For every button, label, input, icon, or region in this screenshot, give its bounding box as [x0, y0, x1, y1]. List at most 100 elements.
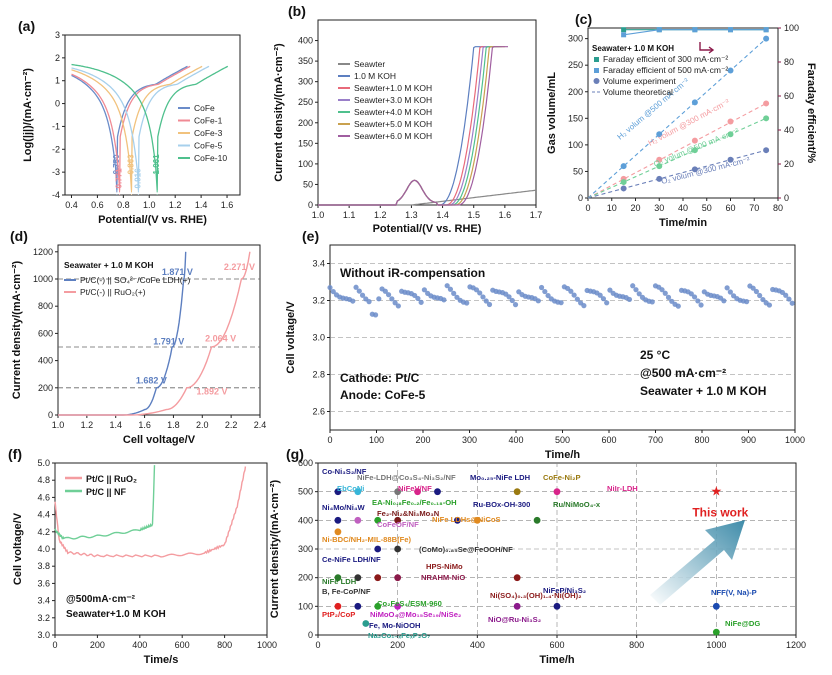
panel-label: (b)	[288, 3, 306, 19]
y-tick-label: 0	[308, 200, 313, 210]
y-axis-label: Cell voltage/V	[285, 301, 297, 374]
faraday-marker	[656, 27, 662, 33]
x-tick-label: 100	[369, 435, 384, 445]
ecorr-label: 0.863	[127, 154, 136, 175]
legend-entry: Pt/C(-) || RuO₂(+)	[80, 287, 146, 297]
stability-point	[480, 294, 486, 300]
benchmark-point	[553, 602, 561, 610]
benchmark-point	[513, 574, 521, 582]
y-tick-label: 300	[298, 77, 313, 87]
benchmark-label: Fe, Mo-NiOOH	[369, 621, 420, 630]
ecorr-label: 0.750	[112, 154, 121, 175]
y-tick-label: 800	[38, 301, 53, 311]
stability-point	[636, 291, 642, 297]
x-tick-label: 1000	[785, 435, 805, 445]
y-tick-label: 150	[298, 138, 313, 148]
stability-point	[724, 285, 730, 291]
y-axis-label: Gas volume/mL	[546, 72, 558, 154]
voltage-annotation: 1.682 V	[136, 376, 167, 386]
benchmark-label: NiIr-LDH	[607, 484, 638, 493]
x-tick-label: 2.2	[225, 420, 238, 430]
x-axis-label: Time/min	[659, 217, 707, 229]
polarization-curve	[58, 251, 187, 416]
voltage-annotation: 1.871 V	[162, 267, 193, 277]
stability-point	[535, 298, 541, 304]
y-tick-label: 5.0	[37, 458, 50, 468]
x-axis-label: Cell voltage/V	[123, 434, 196, 446]
y-tick-label: -3	[52, 167, 60, 177]
trend-arrow	[650, 520, 745, 605]
benchmark-point	[712, 602, 720, 610]
benchmark-point	[533, 516, 541, 524]
panel-e: 0 100 200 300 400 500 600 700 800 900 1000 2.6 2.8 3.…	[285, 228, 805, 461]
stability-point	[581, 303, 587, 309]
stability-point	[395, 303, 401, 309]
stability-point	[691, 294, 698, 300]
stability-point	[659, 287, 665, 293]
annotation: Cathode: Pt/C	[340, 371, 420, 385]
panel-label: (a)	[18, 18, 35, 34]
y2-tick-label: 0	[784, 193, 789, 203]
benchmark-label: NiFe LDHs@NiCoS	[432, 515, 501, 524]
x-tick-label: 400	[470, 640, 485, 650]
y-tick-label: 400	[298, 36, 313, 46]
stability-point	[512, 302, 519, 308]
theoretical-line	[587, 101, 769, 199]
y-tick-label: 4.8	[37, 475, 50, 485]
benchmark-point	[454, 516, 461, 524]
tafel-curve-cofe-3	[71, 65, 203, 191]
y-tick-label: 250	[298, 97, 313, 107]
legend-entry: Faraday efficient of 300 mA·cm⁻²	[603, 54, 728, 64]
annotation: @500 mA·cm⁻²	[640, 366, 726, 380]
benchmark-label: HPS-NiMo	[426, 562, 463, 571]
y-tick-label: 4.6	[37, 492, 50, 502]
stability-point	[558, 300, 564, 306]
volume-marker	[691, 166, 698, 173]
stability-point	[753, 288, 760, 295]
stability-point	[597, 292, 603, 298]
y2-tick-label: 60	[784, 91, 794, 101]
y-tick-label: 100	[568, 140, 583, 150]
x-tick-label: 1.5	[467, 210, 480, 220]
stability-point	[695, 298, 701, 304]
y-tick-label: -4	[52, 190, 60, 200]
stability-point	[574, 296, 580, 302]
panel-f: 0 200 400 600 800 1000 3.0 3.2 3.4 3.6 3.8 4.0 4.2 4.…	[8, 446, 277, 666]
x-tick-label: 0	[52, 640, 57, 650]
y-tick-label: 200	[568, 87, 583, 97]
x-tick-label: 200	[390, 640, 405, 650]
y-tick-label: 300	[568, 34, 583, 44]
y-tick-label: 600	[38, 328, 53, 338]
y-tick-label: 4.2	[37, 527, 50, 537]
benchmark-point	[434, 488, 441, 496]
stability-point	[372, 312, 379, 318]
volume-marker	[727, 156, 734, 163]
panel-c: 0 10 20 30 40 50 60 70 80050100150200250300Time/…	[546, 11, 817, 229]
x-tick-label: 70	[749, 203, 759, 213]
benchmark-label: Ni₄Mo/Ni₄W	[322, 503, 365, 512]
faraday-marker	[763, 27, 769, 33]
volume-marker	[620, 185, 627, 192]
tafel-curve-cofe	[71, 65, 188, 191]
volume-marker	[656, 131, 663, 138]
y-tick-label: 4.4	[37, 510, 50, 520]
panel-label: (d)	[10, 228, 28, 244]
y-axis-label: Current density/(mA·cm⁻²)	[273, 43, 285, 182]
theoretical-line	[587, 116, 769, 199]
legend-entry: Pt/C || NF	[86, 487, 127, 497]
volume-marker	[727, 118, 734, 125]
y2-tick-label: 20	[784, 159, 794, 169]
panel-label: (f)	[8, 446, 22, 462]
stability-point	[626, 296, 633, 303]
y-tick-label: 400	[38, 356, 53, 366]
voltage-annotation: 2.064 V	[205, 334, 236, 344]
stability-point	[356, 288, 362, 294]
benchmark-label: Ru/NiMoO₄-x	[553, 500, 601, 509]
panel-d: 1.0 1.2 1.4 1.6 1.8 2.0 2.2 2.4 0 200 400 600 800 100…	[10, 228, 266, 446]
x-tick-label: 400	[132, 640, 147, 650]
y2-axis-label: Faraday efficient/%	[805, 63, 817, 163]
benchmark-label: NiO@Ru-Ni₃S₂	[488, 615, 541, 624]
y-tick-label: 3.2	[37, 613, 50, 623]
benchmark-point	[394, 574, 402, 582]
panel-label: (c)	[575, 11, 592, 27]
